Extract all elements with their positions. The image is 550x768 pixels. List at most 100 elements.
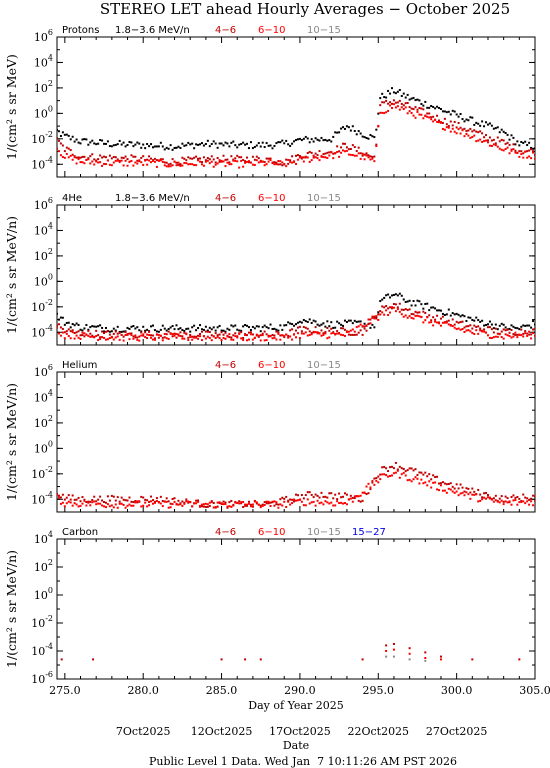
data-point <box>54 125 56 127</box>
data-point <box>298 498 301 501</box>
data-point <box>132 501 135 504</box>
data-point <box>222 160 225 163</box>
data-point <box>110 504 113 507</box>
data-point <box>408 658 411 661</box>
data-point <box>104 330 107 333</box>
data-point <box>347 126 350 129</box>
data-point <box>438 309 441 312</box>
data-point <box>353 154 356 157</box>
data-point <box>281 139 284 142</box>
data-point <box>343 150 346 153</box>
data-point <box>302 137 305 140</box>
data-point <box>122 164 125 167</box>
data-point <box>381 473 384 476</box>
data-point <box>434 318 437 321</box>
data-point <box>526 150 529 153</box>
data-point <box>54 499 56 501</box>
data-point <box>103 330 106 333</box>
data-point <box>236 501 239 504</box>
data-point <box>208 504 211 507</box>
data-marks <box>50 87 535 169</box>
data-point <box>126 158 129 161</box>
data-point <box>418 482 421 485</box>
data-point <box>494 335 497 338</box>
data-point <box>124 145 127 148</box>
data-point <box>508 327 511 330</box>
data-point <box>412 478 415 481</box>
data-point <box>234 332 237 335</box>
data-point <box>57 332 60 335</box>
data-point <box>287 499 290 502</box>
data-point <box>273 144 276 147</box>
data-point <box>136 159 139 162</box>
data-point <box>218 142 221 145</box>
data-point <box>155 500 158 503</box>
data-point <box>490 124 493 127</box>
data-point <box>486 139 489 142</box>
data-point <box>530 157 533 160</box>
data-point <box>93 142 96 145</box>
data-point <box>296 499 299 502</box>
data-point <box>87 501 90 504</box>
data-point <box>328 492 331 495</box>
data-point <box>516 495 519 498</box>
data-point <box>494 142 497 145</box>
data-point <box>273 163 276 166</box>
data-point <box>50 143 52 145</box>
data-point <box>116 158 119 161</box>
data-point <box>300 332 303 335</box>
data-point <box>357 495 360 498</box>
data-point <box>242 506 245 509</box>
x-tick-label: 305.0 <box>519 684 550 697</box>
data-point <box>426 475 429 478</box>
data-point <box>108 333 111 336</box>
data-point <box>345 503 348 506</box>
data-point <box>249 141 252 144</box>
data-point <box>534 499 535 502</box>
data-point <box>89 500 92 503</box>
data-point <box>240 331 243 334</box>
data-point <box>469 324 472 327</box>
data-point <box>281 496 284 499</box>
data-point <box>175 161 178 164</box>
data-point <box>240 501 243 504</box>
data-point <box>424 319 427 322</box>
data-point <box>471 327 474 330</box>
data-point <box>343 334 346 337</box>
data-point <box>534 323 535 326</box>
data-point <box>304 504 307 507</box>
data-point <box>387 314 390 317</box>
data-point <box>146 505 149 508</box>
data-point <box>373 317 376 320</box>
data-point <box>228 505 231 508</box>
data-point <box>112 156 115 159</box>
series-c3 <box>54 469 535 509</box>
data-point <box>326 157 329 160</box>
data-point <box>342 149 345 152</box>
data-point <box>146 163 149 166</box>
data-point <box>439 482 442 485</box>
data-point <box>528 503 531 506</box>
data-point <box>167 165 170 168</box>
data-point <box>314 320 317 323</box>
data-point <box>69 154 72 157</box>
data-point <box>518 328 521 331</box>
data-point <box>148 334 151 337</box>
data-point <box>57 312 58 315</box>
data-point <box>459 315 462 318</box>
data-point <box>451 109 454 112</box>
data-point <box>285 333 288 336</box>
data-point <box>296 321 299 324</box>
data-point <box>486 496 489 499</box>
data-point <box>392 103 395 106</box>
data-point <box>432 105 435 108</box>
data-point <box>140 331 143 334</box>
y-tick-label: 106 <box>34 363 53 379</box>
data-point <box>63 323 66 326</box>
data-point <box>469 316 472 319</box>
data-point <box>167 500 170 503</box>
data-point <box>195 143 198 146</box>
data-point <box>54 491 56 493</box>
data-point <box>457 321 460 324</box>
